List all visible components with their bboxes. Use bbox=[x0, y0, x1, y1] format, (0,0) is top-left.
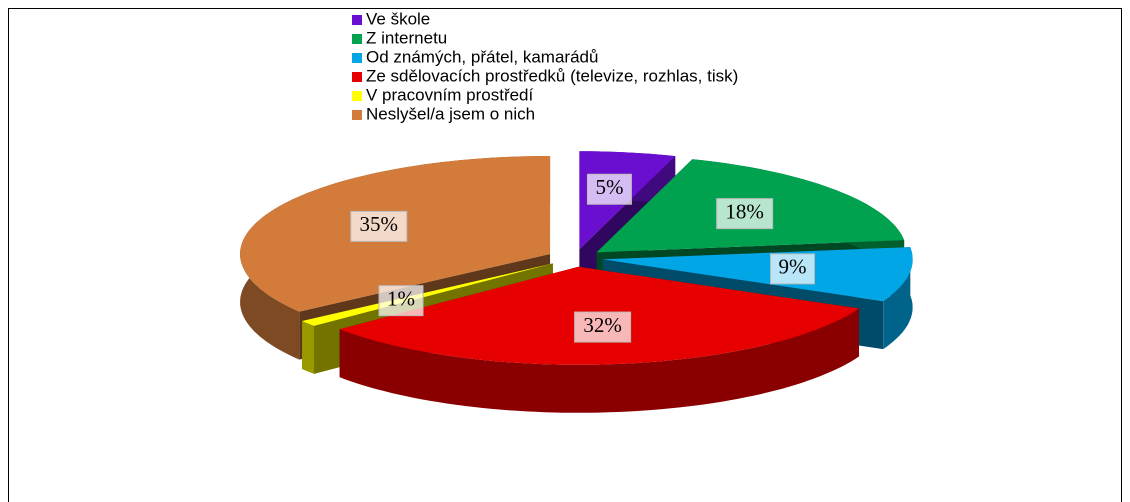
legend-swatch bbox=[352, 110, 362, 120]
data-label-box bbox=[378, 285, 424, 317]
data-label: 32% bbox=[583, 313, 622, 337]
slice-wall bbox=[302, 321, 314, 374]
slice-wall bbox=[883, 247, 913, 350]
data-label-box bbox=[769, 253, 815, 285]
chart-frame bbox=[8, 8, 1122, 502]
slice-wall bbox=[339, 308, 859, 413]
legend-label: Ze sdělovacích prostředků (televize, roz… bbox=[366, 66, 738, 85]
data-label-box bbox=[586, 173, 632, 205]
legend-label: Ve škole bbox=[366, 9, 430, 28]
legend-label: V pracovním prostředí bbox=[366, 85, 534, 104]
data-label-box bbox=[574, 311, 632, 343]
data-label: 18% bbox=[725, 199, 764, 223]
slice-top bbox=[302, 263, 553, 326]
legend-swatch bbox=[352, 72, 362, 82]
slice-top bbox=[602, 247, 913, 302]
data-label-box bbox=[350, 210, 408, 242]
data-label-box bbox=[716, 198, 774, 230]
data-label: 1% bbox=[387, 286, 415, 310]
legend-label: Od známých, přátel, kamarádů bbox=[366, 47, 598, 66]
legend-label: Neslyšel/a jsem o nich bbox=[366, 104, 535, 123]
legend-swatch bbox=[352, 53, 362, 63]
legend-label: Z internetu bbox=[366, 28, 447, 47]
legend-swatch bbox=[352, 34, 362, 44]
data-label: 35% bbox=[360, 212, 399, 236]
data-label: 9% bbox=[778, 255, 806, 279]
legend-swatch bbox=[352, 15, 362, 25]
data-label: 5% bbox=[595, 175, 623, 199]
legend-swatch bbox=[352, 91, 362, 101]
